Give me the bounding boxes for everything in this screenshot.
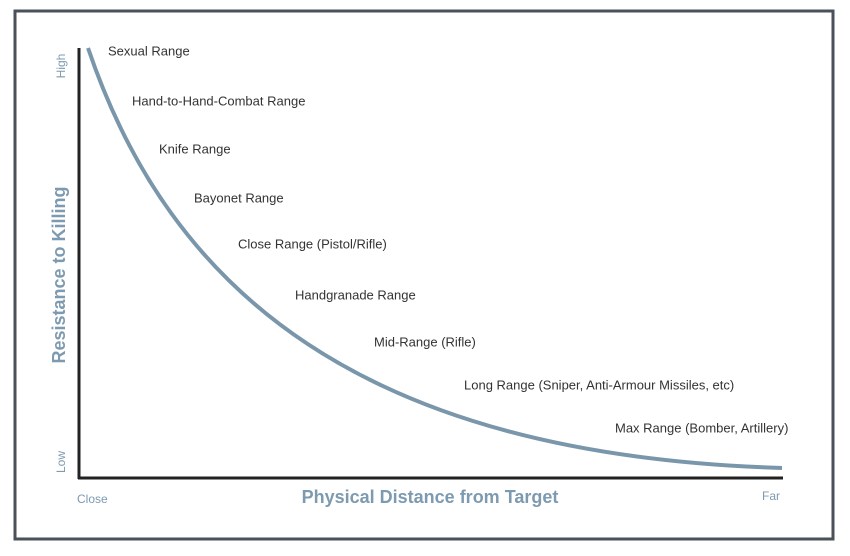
x-close: Close (77, 492, 108, 506)
curve (86, 47, 783, 470)
range-label: Knife Range (159, 141, 231, 156)
range-label: Max Range (Bomber, Artillery) (615, 420, 788, 435)
range-label: Long Range (Sniper, Anti-Armour Missiles… (464, 377, 734, 392)
y-axis-title: Resistance to Killing (49, 186, 69, 363)
range-labels: Sexual Range Hand-to-Hand-Combat Range Kni… (108, 43, 788, 435)
range-label: Close Range (Pistol/Rifle) (238, 236, 387, 251)
x-axis-title: Physical Distance from Target (302, 487, 559, 507)
y-high: High (54, 54, 68, 79)
range-label: Bayonet Range (194, 190, 284, 205)
range-label: Hand-to-Hand-Combat Range (132, 93, 305, 108)
y-low: Low (54, 451, 68, 473)
frame (13, 9, 835, 541)
range-label: Sexual Range (108, 43, 190, 58)
range-label: Handgranade Range (295, 287, 416, 302)
x-far: Far (762, 489, 780, 503)
range-label: Mid-Range (Rifle) (374, 334, 476, 349)
